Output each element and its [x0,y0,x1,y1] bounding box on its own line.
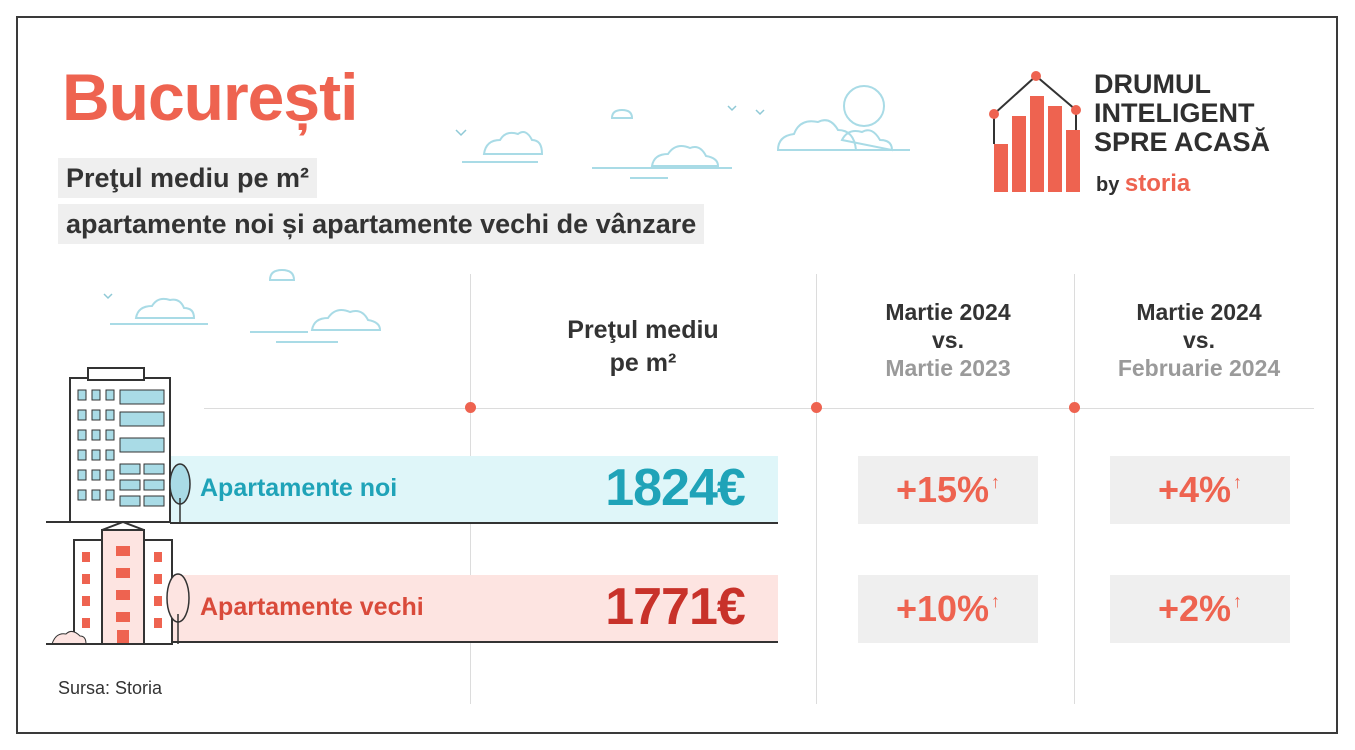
storia-brand: storia [1124,170,1191,197]
up-arrow-icon: ↑ [1233,472,1243,492]
subtitle-price-per-sqm: Preţul mediu pe m² [58,158,318,199]
old-building-icon [51,520,190,645]
change-yoy-new: +15% ↑ [858,456,1038,524]
up-arrow-icon: ↑ [991,472,1001,492]
divider-dot [465,402,476,413]
logo-by-storia: by storia [1096,170,1191,197]
change-yoy-old: +10% ↑ [858,575,1038,643]
subtitle-apartments: apartamente noi și apartamente vechi de … [58,204,705,245]
logo-wordmark: DRUMUL INTELIGENT SPRE ACASĂ [1094,69,1271,157]
column-header-mom: Martie 2024 vs. Februarie 2024 [1117,299,1281,381]
up-arrow-icon: ↑ [991,591,1001,611]
source-note: Sursa: Storia [58,678,163,698]
price-value: 1824€ [605,459,746,517]
house-chart-logo-icon [989,71,1081,192]
row-label: Apartamente vechi [200,593,424,621]
header-divider [204,408,1314,409]
price-value: 1771€ [605,578,746,636]
column-header-price: Preţul mediu pe m² [567,316,719,377]
row-old-apartments: Apartamente vechi 1771€ [170,575,778,643]
column-header-yoy: Martie 2024 vs. Martie 2023 [885,299,1011,381]
new-building-icon [69,367,191,523]
row-new-apartments: Apartamente noi 1824€ [170,456,778,524]
up-arrow-icon: ↑ [1233,591,1243,611]
change-mom-old: +2% ↑ [1110,575,1290,643]
column-divider [1074,274,1075,704]
change-mom-new: +4% ↑ [1110,456,1290,524]
divider-dot [1069,402,1080,413]
infographic-card: București Preţul mediu pe m² apartamente… [16,16,1338,734]
page-title: București [62,60,358,134]
divider-dot [811,402,822,413]
column-divider [816,274,817,704]
row-label: Apartamente noi [200,474,398,502]
decorative-clouds [103,85,910,343]
building-illustrations [46,367,191,645]
